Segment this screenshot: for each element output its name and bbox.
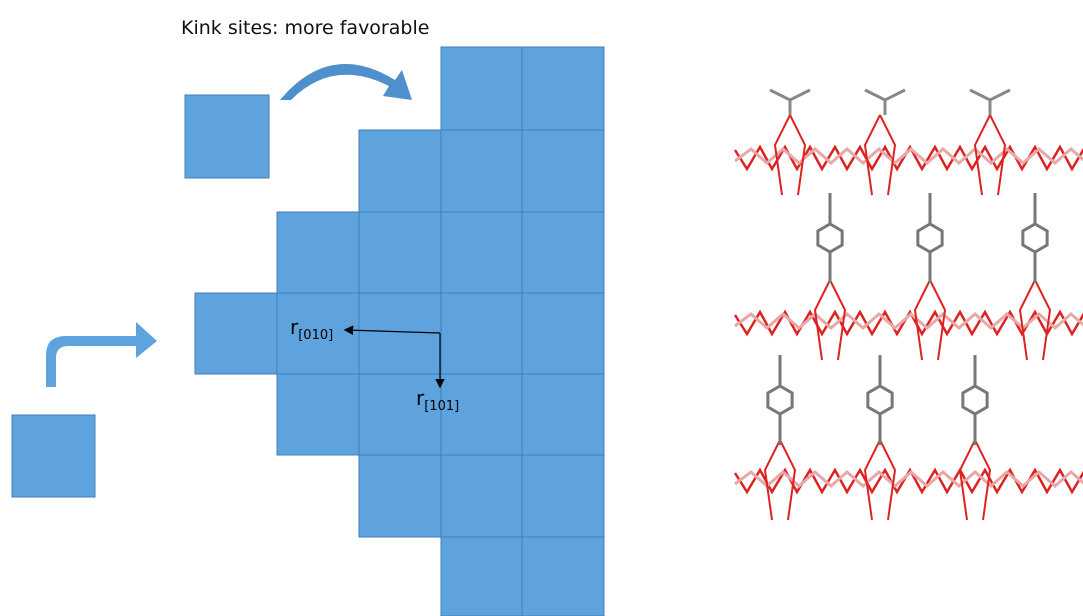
benzene-ring xyxy=(961,384,989,416)
vector-label: r[101] xyxy=(416,386,459,414)
symbol: r xyxy=(416,386,425,410)
block xyxy=(358,292,442,375)
block xyxy=(521,373,605,456)
symbol: r xyxy=(290,315,299,339)
carboxylate xyxy=(863,114,897,196)
benzene-ring xyxy=(816,222,844,254)
block xyxy=(358,373,442,456)
subscript: [010] xyxy=(298,328,333,343)
carboxylate xyxy=(863,439,897,521)
carboxylate xyxy=(973,114,1007,196)
block xyxy=(358,129,442,213)
title: Kink sites: more favorable xyxy=(181,17,429,39)
bond xyxy=(769,88,811,115)
adatom xyxy=(11,414,96,498)
block xyxy=(521,46,605,131)
block xyxy=(440,211,523,294)
block xyxy=(440,46,523,131)
carboxylate xyxy=(958,439,992,521)
carboxylate xyxy=(1018,279,1052,361)
block xyxy=(358,454,442,538)
block xyxy=(358,211,442,294)
benzene-ring xyxy=(866,384,894,416)
block xyxy=(521,211,605,294)
block xyxy=(276,373,360,456)
subscript: [101] xyxy=(424,399,459,414)
chain xyxy=(734,147,1083,165)
molecular-structure xyxy=(733,88,1083,521)
benzene-ring xyxy=(766,384,794,416)
chain xyxy=(734,470,1083,488)
block xyxy=(440,454,523,538)
block xyxy=(276,211,360,294)
block xyxy=(194,292,278,375)
bent-arrow xyxy=(46,322,157,387)
bond xyxy=(969,88,1011,115)
block xyxy=(521,292,605,375)
vector-arrow xyxy=(343,325,441,336)
bond xyxy=(864,88,906,115)
benzene-ring xyxy=(916,222,944,254)
adatom xyxy=(184,94,270,179)
block xyxy=(440,373,523,456)
curved-arrow xyxy=(280,64,412,100)
block xyxy=(521,536,605,616)
vector-label: r[010] xyxy=(290,315,333,343)
block xyxy=(440,129,523,213)
benzene-ring xyxy=(1021,222,1049,254)
chain xyxy=(734,312,1083,330)
block xyxy=(521,454,605,538)
carboxylate xyxy=(773,114,807,196)
carboxylate xyxy=(813,279,847,361)
block xyxy=(440,292,523,375)
carboxylate xyxy=(913,279,947,361)
block xyxy=(521,129,605,213)
block xyxy=(440,536,523,616)
carboxylate xyxy=(763,439,797,521)
